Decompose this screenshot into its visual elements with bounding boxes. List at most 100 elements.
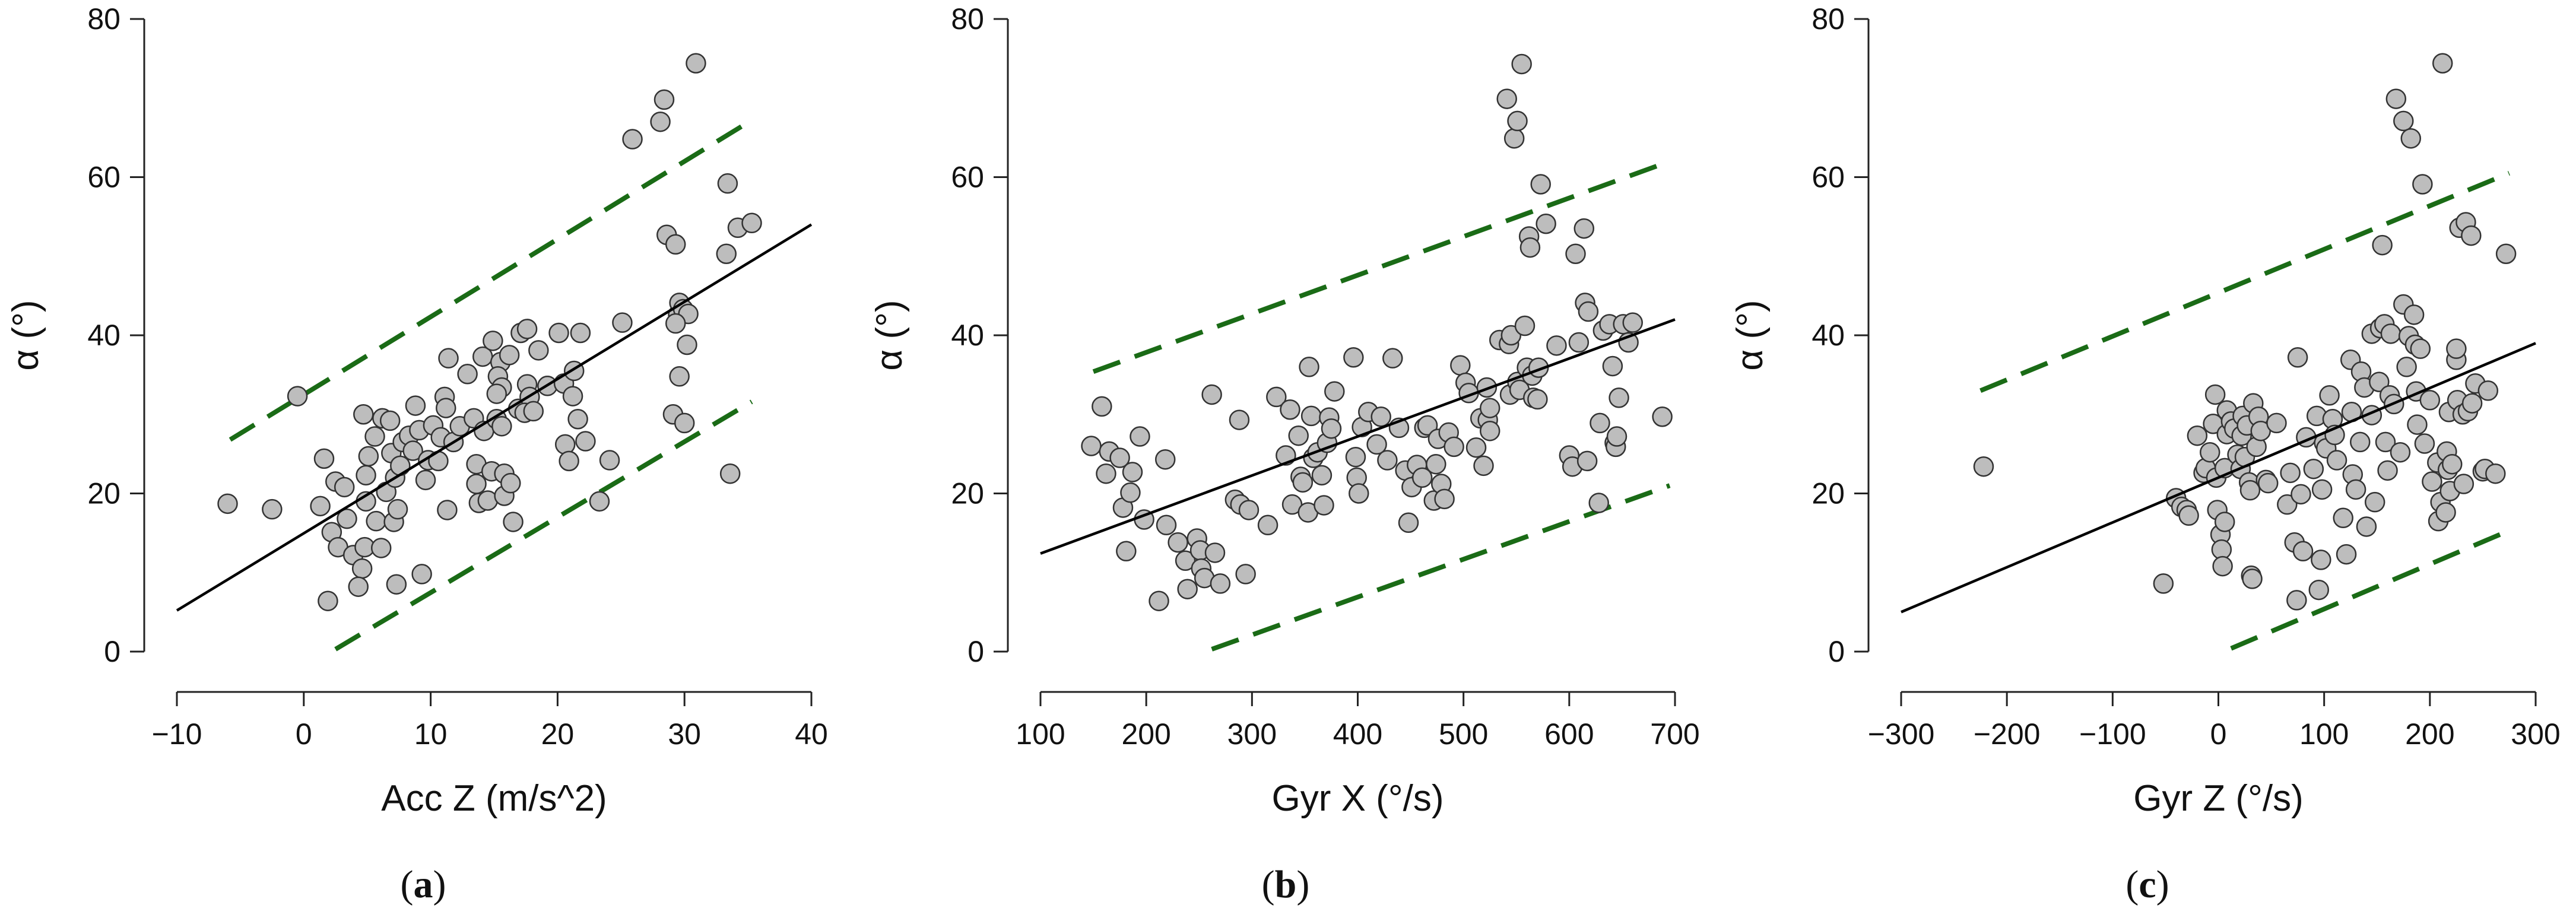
data-point — [1299, 357, 1319, 377]
data-point — [1606, 426, 1628, 447]
data-point — [2280, 462, 2301, 484]
x-tick-label: 100 — [2299, 717, 2349, 751]
data-point — [1229, 409, 1250, 430]
regression-line — [1040, 318, 1676, 555]
data-point — [2419, 390, 2441, 411]
data-point — [669, 366, 690, 387]
regression-line — [1901, 342, 2536, 614]
data-point — [500, 472, 521, 494]
data-point — [2214, 512, 2235, 532]
data-point — [2153, 573, 2174, 594]
scatter-points — [1081, 53, 1673, 611]
data-point — [1573, 218, 1595, 239]
x-tick-label: 40 — [795, 717, 828, 751]
data-point — [1398, 512, 1419, 533]
x-tick-label: 20 — [541, 717, 575, 751]
data-point — [503, 512, 524, 532]
y-tick-label: 40 — [951, 319, 984, 352]
data-point — [716, 243, 737, 265]
data-point — [1476, 377, 1498, 398]
data-point — [1096, 463, 1116, 484]
y-tick-label: 80 — [87, 2, 120, 36]
data-point — [2385, 88, 2407, 109]
data-point — [2432, 53, 2453, 74]
y-tick-label: 20 — [87, 477, 120, 510]
data-point — [665, 234, 686, 255]
data-point — [2308, 579, 2330, 601]
scatter-points — [217, 53, 762, 611]
x-tick-label: 500 — [1439, 717, 1488, 751]
data-point — [717, 173, 738, 194]
data-point — [2356, 516, 2377, 537]
data-point — [1417, 415, 1438, 436]
panel-c: 0 20 40 60 80 −300 −200 −100 0 100 200 300 Gyr Z (°/… — [1730, 2, 2561, 906]
x-tick-label: 700 — [1650, 717, 1699, 751]
data-point — [2485, 463, 2506, 484]
x-tick-label: 200 — [1121, 717, 1170, 751]
data-point — [2390, 442, 2411, 463]
panel-letter: c — [2139, 863, 2156, 906]
data-point — [1588, 493, 1609, 513]
y-tick-label: 40 — [87, 319, 120, 352]
x-axis-title: Gyr X (°/s) — [1272, 778, 1444, 819]
data-point — [466, 474, 487, 494]
data-point — [1156, 515, 1177, 536]
data-point — [437, 500, 458, 520]
data-point — [1238, 500, 1260, 520]
data-point — [1519, 237, 1541, 258]
data-point — [2178, 505, 2199, 526]
data-point — [1622, 312, 1643, 333]
data-point — [1109, 447, 1130, 468]
data-point — [1349, 483, 1369, 504]
data-point — [2453, 474, 2475, 494]
data-point — [2303, 458, 2324, 479]
x-axis-title: Acc Z (m/s^2) — [381, 778, 607, 819]
data-point — [436, 398, 456, 418]
data-point — [622, 129, 643, 150]
data-point — [1266, 386, 1287, 408]
x-tick-label: 300 — [2511, 717, 2560, 751]
y-axis-title: α (°) — [869, 300, 910, 370]
data-point — [1081, 436, 1102, 456]
data-point — [1177, 579, 1198, 599]
data-point — [1473, 455, 1494, 477]
data-point — [1201, 384, 1222, 405]
x-tick-label: 200 — [2405, 717, 2454, 751]
data-point — [1314, 495, 1334, 516]
y-tick-label: 20 — [1812, 477, 1845, 510]
data-point — [438, 348, 459, 369]
lower-prediction-band — [2230, 528, 2511, 651]
data-point — [1479, 398, 1500, 418]
data-point — [1210, 573, 1231, 594]
data-point — [589, 491, 610, 512]
x-tick-label: 100 — [1016, 717, 1065, 751]
lower-prediction-band — [1211, 483, 1671, 652]
data-point — [334, 477, 355, 498]
data-point — [2495, 243, 2517, 265]
data-point — [2441, 453, 2463, 475]
data-point — [2187, 425, 2208, 446]
data-point — [2311, 479, 2333, 500]
data-point — [2372, 234, 2393, 256]
data-point — [2364, 491, 2385, 513]
data-point — [554, 434, 576, 455]
upper-prediction-band — [229, 116, 756, 442]
data-point — [559, 450, 579, 472]
data-point — [2291, 484, 2311, 505]
data-point — [1292, 472, 1314, 493]
data-point — [2407, 414, 2428, 435]
data-point — [2410, 338, 2431, 359]
x-tick-label: 600 — [1544, 717, 1594, 751]
data-point — [686, 53, 706, 74]
data-point — [516, 319, 538, 339]
data-point — [2292, 541, 2314, 562]
data-point — [337, 508, 357, 529]
data-point — [1120, 482, 1141, 503]
data-point — [1366, 434, 1387, 455]
y-tick-label: 0 — [967, 635, 984, 668]
y-tick-label: 80 — [1812, 2, 1845, 36]
data-point — [358, 446, 379, 467]
data-point — [486, 383, 507, 404]
data-point — [2369, 371, 2390, 392]
data-point — [1122, 462, 1143, 482]
